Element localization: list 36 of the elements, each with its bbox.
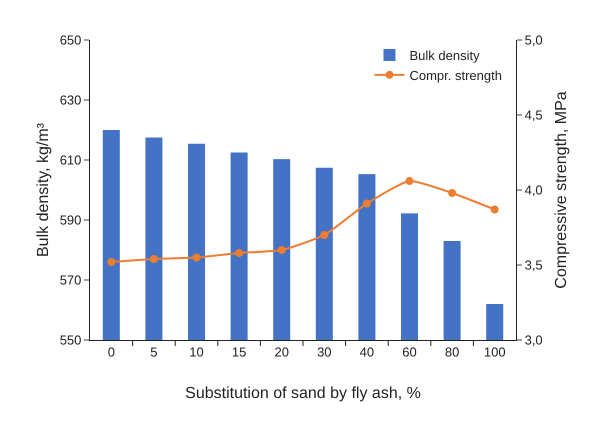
x-tick-label: 60	[402, 344, 417, 360]
x-tick-label: 40	[360, 344, 374, 360]
point	[448, 189, 456, 197]
point	[490, 206, 499, 214]
legend-label: Bulk density	[409, 48, 480, 64]
point	[235, 249, 244, 257]
y-tick-label: 630	[60, 92, 82, 108]
point	[406, 177, 414, 185]
y-tick-label: 570	[60, 272, 82, 288]
x-tick-label: 0	[108, 344, 115, 360]
point	[362, 200, 371, 208]
y-axis-title: Bulk density, kg/m³	[35, 122, 52, 257]
y-tick-label: 590	[60, 212, 82, 228]
x-axis-title: Substitution of sand by fly ash, %	[185, 385, 421, 402]
legend-label: Compr. strength	[409, 68, 502, 83]
y2-tick-label: 3,0	[524, 332, 543, 348]
x-tick-label: 30	[317, 344, 332, 360]
point	[320, 231, 328, 239]
y2-axis-title: Compressive strength, MPa	[553, 91, 570, 289]
y2-tick-label: 3,5	[524, 258, 543, 273]
point	[150, 255, 158, 263]
x-tick-label: 5	[150, 344, 158, 360]
x-tick-label: 80	[444, 344, 460, 360]
x-tick-label: 100	[484, 344, 506, 360]
point	[107, 258, 116, 266]
point	[278, 246, 286, 254]
point	[192, 254, 200, 262]
y2-tick-label: 4,0	[524, 182, 543, 198]
y2-tick-label: 4,5	[524, 108, 543, 123]
x-tick-label: 10	[189, 344, 204, 360]
y-tick-label: 610	[60, 152, 82, 168]
y-tick-label: 550	[60, 332, 82, 348]
x-tick-label: 20	[274, 344, 289, 360]
y-tick-label: 650	[60, 32, 82, 48]
y2-tick-label: 5,0	[524, 32, 543, 48]
x-tick-label: 15	[232, 344, 246, 360]
